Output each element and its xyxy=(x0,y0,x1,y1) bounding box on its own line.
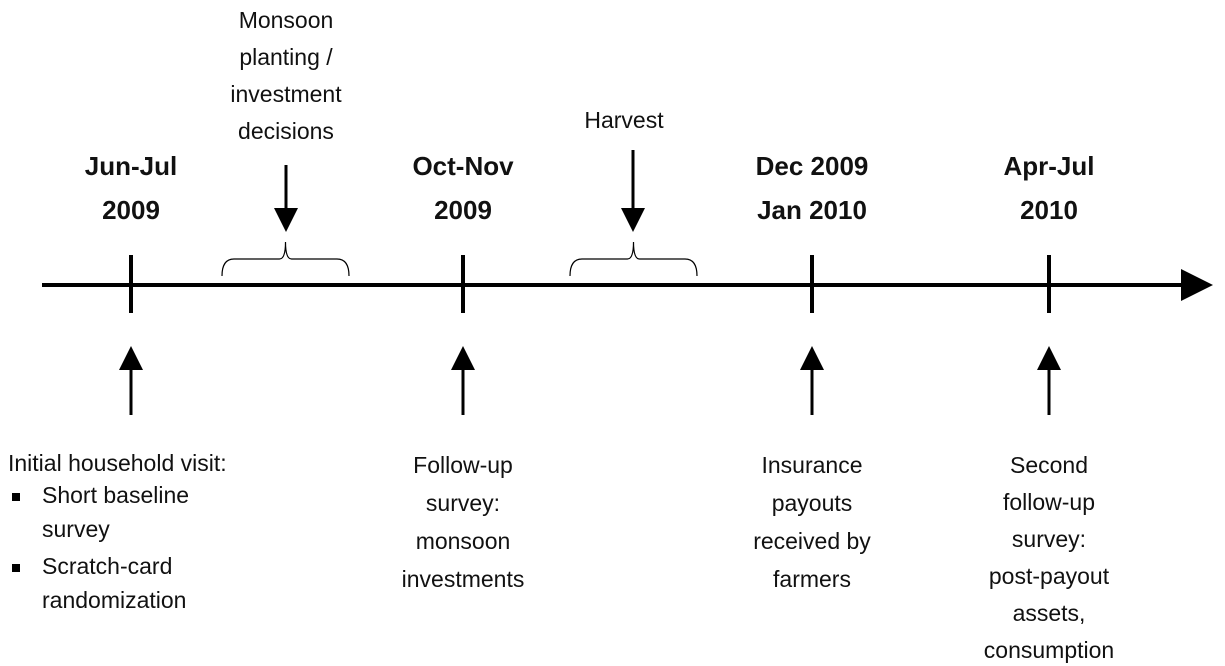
bullet-text: survey xyxy=(42,516,110,542)
milestone-date: Apr-Jul xyxy=(1004,151,1095,181)
milestone-description: Follow-up xyxy=(413,452,513,478)
milestone-date: 2009 xyxy=(102,195,160,225)
bullet xyxy=(12,493,20,501)
period-label: Monsoon xyxy=(239,7,334,33)
milestone-date: 2010 xyxy=(1020,195,1078,225)
milestone-description: survey: xyxy=(426,490,500,516)
milestone-description: Initial household visit: xyxy=(8,450,227,476)
period-label: decisions xyxy=(238,118,334,144)
milestone-description: assets, xyxy=(1013,600,1086,626)
milestone-date: Jan 2010 xyxy=(757,195,867,225)
period-brace xyxy=(221,241,350,277)
milestone-description: follow-up xyxy=(1003,489,1095,515)
bullet-text: randomization xyxy=(42,587,186,613)
period-label: Harvest xyxy=(584,107,664,133)
milestone-description: Second xyxy=(1010,452,1088,478)
bullet-text: Short baseline xyxy=(42,482,189,508)
milestone-description: consumption xyxy=(984,637,1114,663)
milestone-description: payouts xyxy=(772,490,853,516)
period-brace xyxy=(569,241,698,277)
milestone-date: Jun-Jul xyxy=(85,151,177,181)
milestone-description: post-payout xyxy=(989,563,1110,589)
milestone-date: Oct-Nov xyxy=(412,151,514,181)
milestone-description: received by xyxy=(753,528,871,554)
bullet-text: Scratch-card xyxy=(42,553,172,579)
milestone-description: Insurance xyxy=(761,452,862,478)
period-label: investment xyxy=(230,81,342,107)
period-label: planting / xyxy=(239,44,333,70)
milestone-description: farmers xyxy=(773,566,851,592)
milestone-date: 2009 xyxy=(434,195,492,225)
milestone-description: monsoon xyxy=(416,528,511,554)
milestone-description: investments xyxy=(402,566,525,592)
milestone-date: Dec 2009 xyxy=(756,151,869,181)
milestone-description: survey: xyxy=(1012,526,1086,552)
bullet xyxy=(12,564,20,572)
